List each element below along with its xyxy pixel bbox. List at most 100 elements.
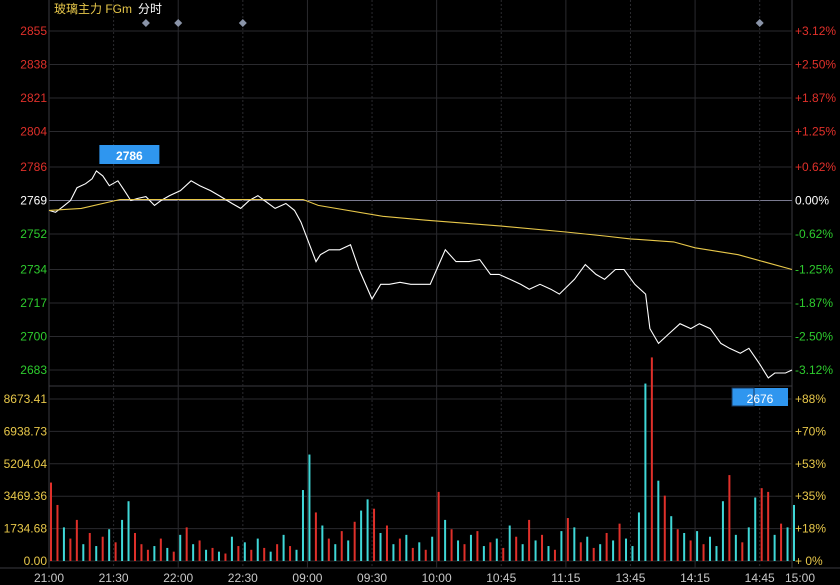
- volume-bar: [276, 544, 279, 561]
- volume-bar: [95, 546, 98, 561]
- volume-bar: [767, 491, 770, 561]
- volume-bar: [127, 501, 130, 561]
- volume-bar: [282, 534, 285, 561]
- volume-bar: [760, 488, 763, 561]
- volume-bar: [476, 531, 479, 561]
- volume-bar: [250, 549, 253, 561]
- volume-bar: [631, 546, 634, 561]
- volume-bar: [353, 521, 356, 561]
- volume-bar: [463, 544, 466, 561]
- pct-tick-label: +0.62%: [795, 160, 836, 174]
- price-tick-label: 2821: [20, 91, 47, 105]
- time-tick-label: 10:00: [422, 571, 452, 585]
- volume-bar: [334, 544, 337, 561]
- last-price-label: 2676: [747, 392, 774, 406]
- time-tick-label: 22:30: [228, 571, 258, 585]
- volume-bar: [256, 538, 259, 561]
- event-marker-icon: [755, 19, 764, 27]
- volume-bar: [605, 532, 608, 561]
- pct-tick-label: +1.87%: [795, 91, 836, 105]
- volume-tick-label: 3469.36: [4, 489, 48, 503]
- volume-bar: [385, 525, 388, 561]
- pct-tick-label: -3.12%: [795, 363, 833, 377]
- pct-tick-label: -1.25%: [795, 262, 833, 276]
- volume-bar: [392, 544, 395, 561]
- volume-bar: [528, 519, 531, 561]
- volume-bar: [450, 529, 453, 561]
- volume-bar: [457, 540, 460, 561]
- volume-bar: [644, 383, 647, 561]
- pct-tick-label: +2.50%: [795, 58, 836, 72]
- volume-bars: [50, 357, 795, 561]
- volume-bar: [179, 534, 182, 561]
- price-tick-label: 2683: [20, 363, 47, 377]
- volume-bar: [573, 527, 576, 561]
- volume-bar: [108, 529, 111, 561]
- volume-bar: [224, 553, 227, 561]
- volume-bar: [424, 549, 427, 561]
- volume-bar: [579, 542, 582, 561]
- volume-pct-label: +70%: [795, 424, 826, 438]
- volume-bar: [398, 538, 401, 561]
- volume-bar: [657, 480, 660, 561]
- volume-bar: [366, 499, 369, 561]
- event-marker-icon: [238, 19, 247, 27]
- price-tick-label: 2855: [20, 24, 47, 38]
- volume-bar: [205, 549, 208, 561]
- time-tick-label: 09:00: [292, 571, 322, 585]
- volume-bar: [715, 546, 718, 561]
- volume-pct-label: +53%: [795, 457, 826, 471]
- volume-bar: [780, 523, 783, 561]
- volume-pct-label: +35%: [795, 489, 826, 503]
- volume-bar: [192, 544, 195, 561]
- volume-bar: [198, 540, 201, 561]
- last-price-tag: [732, 388, 788, 406]
- volume-bar: [166, 547, 169, 561]
- volume-tick-label: 6938.73: [4, 424, 48, 438]
- volume-bar: [547, 546, 550, 561]
- volume-bar: [405, 534, 408, 561]
- volume-bar: [347, 540, 350, 561]
- volume-bar: [676, 529, 679, 561]
- volume-bar: [56, 504, 59, 561]
- time-tick-label: 13:45: [615, 571, 645, 585]
- pct-tick-label: 0.00%: [795, 194, 829, 208]
- volume-bar: [482, 546, 485, 561]
- pct-tick-label: -2.50%: [795, 329, 833, 343]
- volume-bar: [444, 519, 447, 561]
- volume-bar: [534, 540, 537, 561]
- volume-bar: [269, 551, 272, 561]
- volume-bar: [637, 512, 640, 561]
- pct-tick-label: +3.12%: [795, 24, 836, 38]
- volume-bar: [696, 531, 699, 561]
- volume-bar: [243, 542, 246, 561]
- price-tick-label: 2786: [20, 160, 47, 174]
- volume-bar: [586, 536, 589, 561]
- volume-bar: [683, 532, 686, 561]
- volume-bar: [495, 538, 498, 561]
- price-tick-label: 2769: [20, 194, 47, 208]
- instrument-title: 玻璃主力 FGm: [54, 2, 132, 16]
- price-tick-label: 2734: [20, 262, 47, 276]
- volume-bar: [230, 536, 233, 561]
- price-tick-label: 2700: [20, 329, 47, 343]
- volume-tick-label: 1734.68: [4, 522, 48, 536]
- price-line: [48, 170, 793, 379]
- volume-bar: [327, 538, 330, 561]
- volume-bar: [159, 538, 162, 561]
- volume-bar: [211, 547, 214, 561]
- volume-bar: [172, 551, 175, 561]
- time-tick-label: 14:15: [680, 571, 710, 585]
- volume-bar: [793, 504, 795, 561]
- volume-bar: [437, 491, 440, 561]
- volume-bar: [489, 542, 492, 561]
- volume-bar: [121, 519, 124, 561]
- price-lines: [48, 170, 793, 379]
- volume-bar: [553, 549, 556, 561]
- axes: 2855 +3.12% 2838 +2.50% 2821 +1.87% 2804 +1.25%…: [4, 19, 836, 585]
- time-tick-label: 15:00: [785, 571, 815, 585]
- volume-bar: [75, 519, 78, 561]
- volume-bar: [773, 534, 776, 561]
- volume-bar: [625, 538, 628, 561]
